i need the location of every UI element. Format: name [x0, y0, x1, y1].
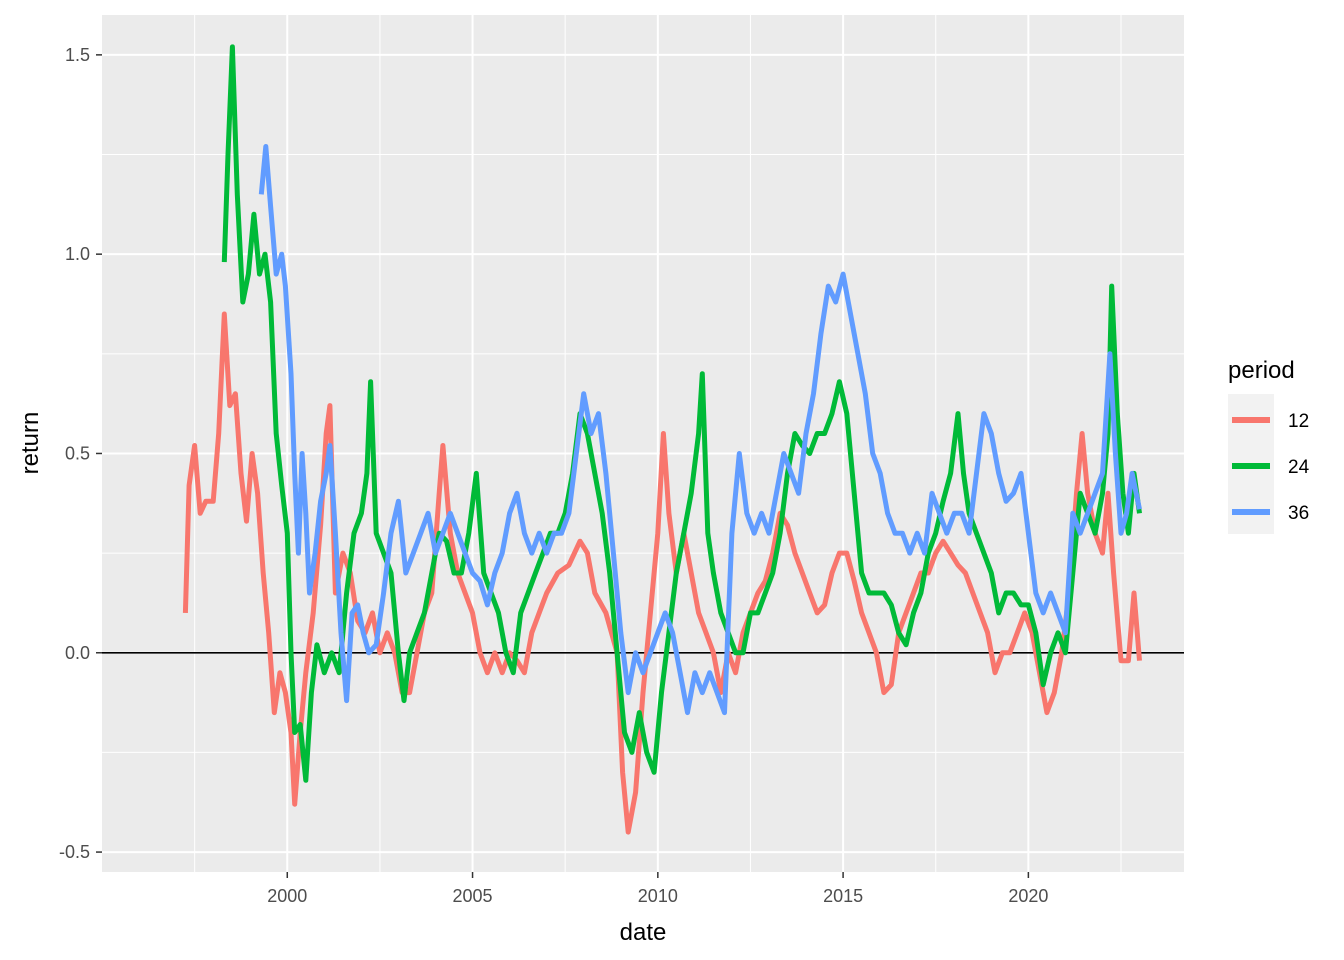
- y-tick-label: 1.0: [65, 244, 90, 264]
- series-lines: [182, 44, 1142, 835]
- x-tick-label: 2015: [823, 886, 863, 906]
- series-line-36: [258, 144, 1142, 716]
- x-axis-ticks: 2000 2005 2010 2015 2020: [267, 872, 1048, 906]
- y-axis-title: return: [17, 412, 44, 475]
- legend-label-24: 24: [1288, 457, 1310, 478]
- legend-title: period: [1228, 357, 1295, 384]
- y-tick-label: 0.0: [65, 643, 90, 663]
- x-tick-label: 2020: [1008, 886, 1048, 906]
- y-tick-label: 1.5: [65, 45, 90, 65]
- legend-items: 12 24 36: [1228, 394, 1310, 534]
- x-tick-label: 2005: [453, 886, 493, 906]
- major-gridlines: [102, 15, 1184, 872]
- legend: period 12 24 36: [1228, 357, 1310, 534]
- x-tick-label: 2000: [267, 886, 307, 906]
- y-tick-label: -0.5: [59, 842, 90, 862]
- legend-label-36: 36: [1288, 503, 1309, 524]
- legend-label-12: 12: [1288, 411, 1309, 432]
- y-tick-label: 0.5: [65, 443, 90, 463]
- series-line-12: [182, 311, 1142, 835]
- x-tick-label: 2010: [638, 886, 678, 906]
- y-axis-ticks: -0.5 0.0 0.5 1.0 1.5: [59, 45, 102, 862]
- series-line-24: [221, 44, 1142, 783]
- x-axis-title: date: [620, 919, 667, 946]
